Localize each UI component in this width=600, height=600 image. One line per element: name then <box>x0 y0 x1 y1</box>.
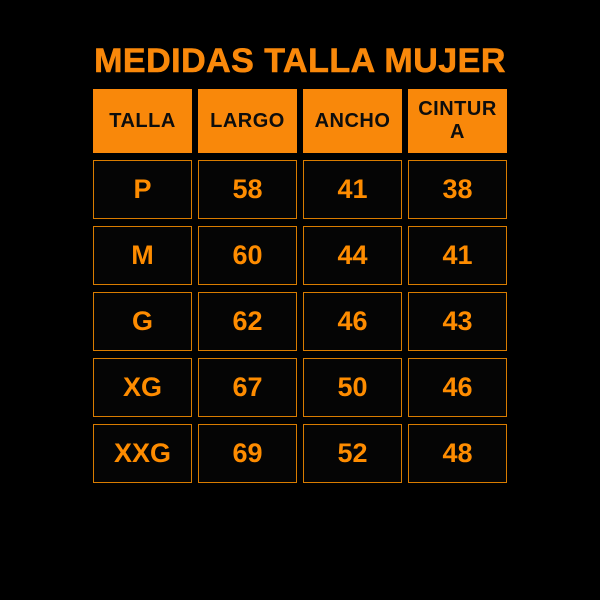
column-header-label: LARGO <box>210 109 285 132</box>
column-header-cintura: CINTURA <box>408 89 507 153</box>
cintura-value-cell: 43 <box>408 292 507 351</box>
ancho-value-cell: 44 <box>303 226 402 285</box>
ancho-value-cell: 52 <box>303 424 402 483</box>
cintura-value-cell: 38 <box>408 160 507 219</box>
column-header-label: ANCHO <box>314 109 391 132</box>
cintura-value-cell: 46 <box>408 358 507 417</box>
size-label-cell: M <box>93 226 192 285</box>
largo-value-cell: 58 <box>198 160 297 219</box>
size-label-cell: G <box>93 292 192 351</box>
page-title: MEDIDAS TALLA MUJER <box>94 42 506 80</box>
cintura-value-cell: 41 <box>408 226 507 285</box>
column-header-largo: LARGO <box>198 89 297 153</box>
size-label-cell: XXG <box>93 424 192 483</box>
ancho-value-cell: 50 <box>303 358 402 417</box>
ancho-value-cell: 46 <box>303 292 402 351</box>
largo-value-cell: 69 <box>198 424 297 483</box>
cintura-value-cell: 48 <box>408 424 507 483</box>
column-header-ancho: ANCHO <box>303 89 402 153</box>
size-label-cell: P <box>93 160 192 219</box>
ancho-value-cell: 41 <box>303 160 402 219</box>
column-header-talla: TALLA <box>93 89 192 153</box>
size-table: TALLA LARGO ANCHO CINTURA P 58 41 38 M 6… <box>93 89 507 483</box>
largo-value-cell: 62 <box>198 292 297 351</box>
largo-value-cell: 60 <box>198 226 297 285</box>
column-header-label: TALLA <box>109 109 176 132</box>
column-header-label: CINTURA <box>418 98 497 143</box>
largo-value-cell: 67 <box>198 358 297 417</box>
size-label-cell: XG <box>93 358 192 417</box>
